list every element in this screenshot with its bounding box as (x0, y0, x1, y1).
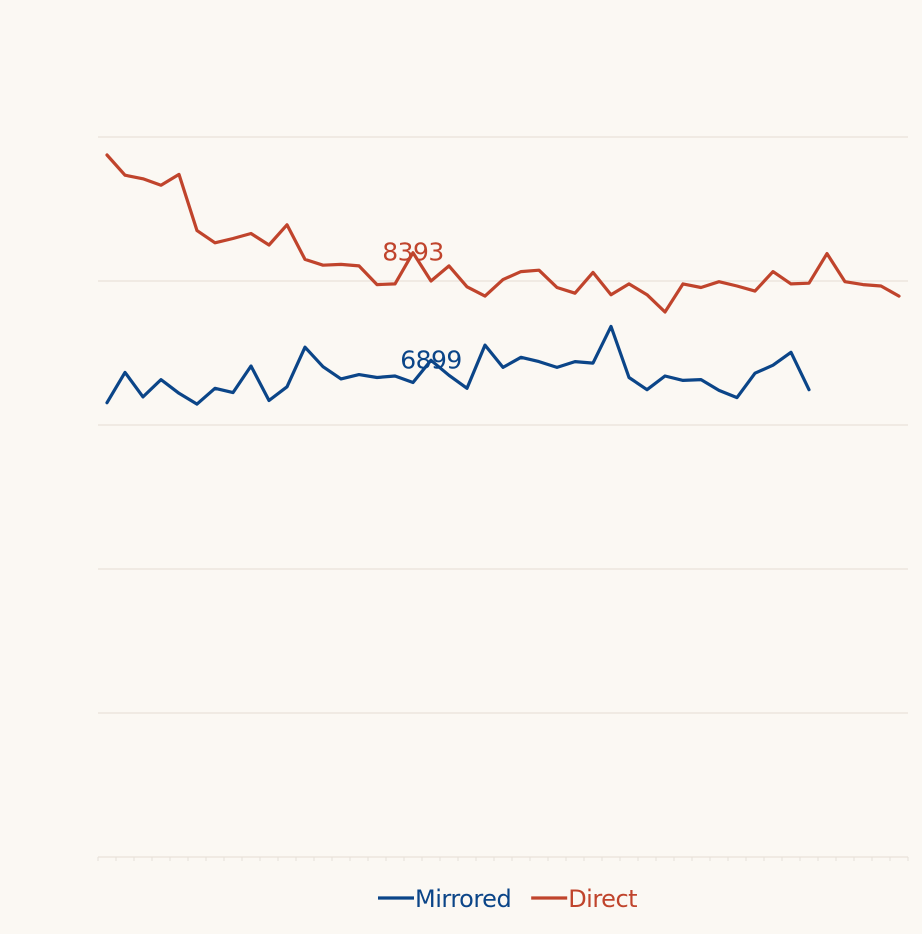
data-label-direct: 8393 (382, 238, 444, 267)
data-labels: 6899 8393 (382, 238, 462, 375)
series-lines (105, 153, 901, 406)
legend: Mirrored Direct (378, 885, 638, 913)
gridlines (98, 136, 908, 858)
data-label-mirrored: 6899 (400, 345, 462, 374)
series-line-mirrored (105, 324, 811, 406)
legend-label-mirrored: Mirrored (415, 885, 511, 913)
series-line-direct (105, 153, 901, 314)
legend-label-direct: Direct (568, 885, 637, 913)
x-axis-ticks (97, 857, 909, 861)
